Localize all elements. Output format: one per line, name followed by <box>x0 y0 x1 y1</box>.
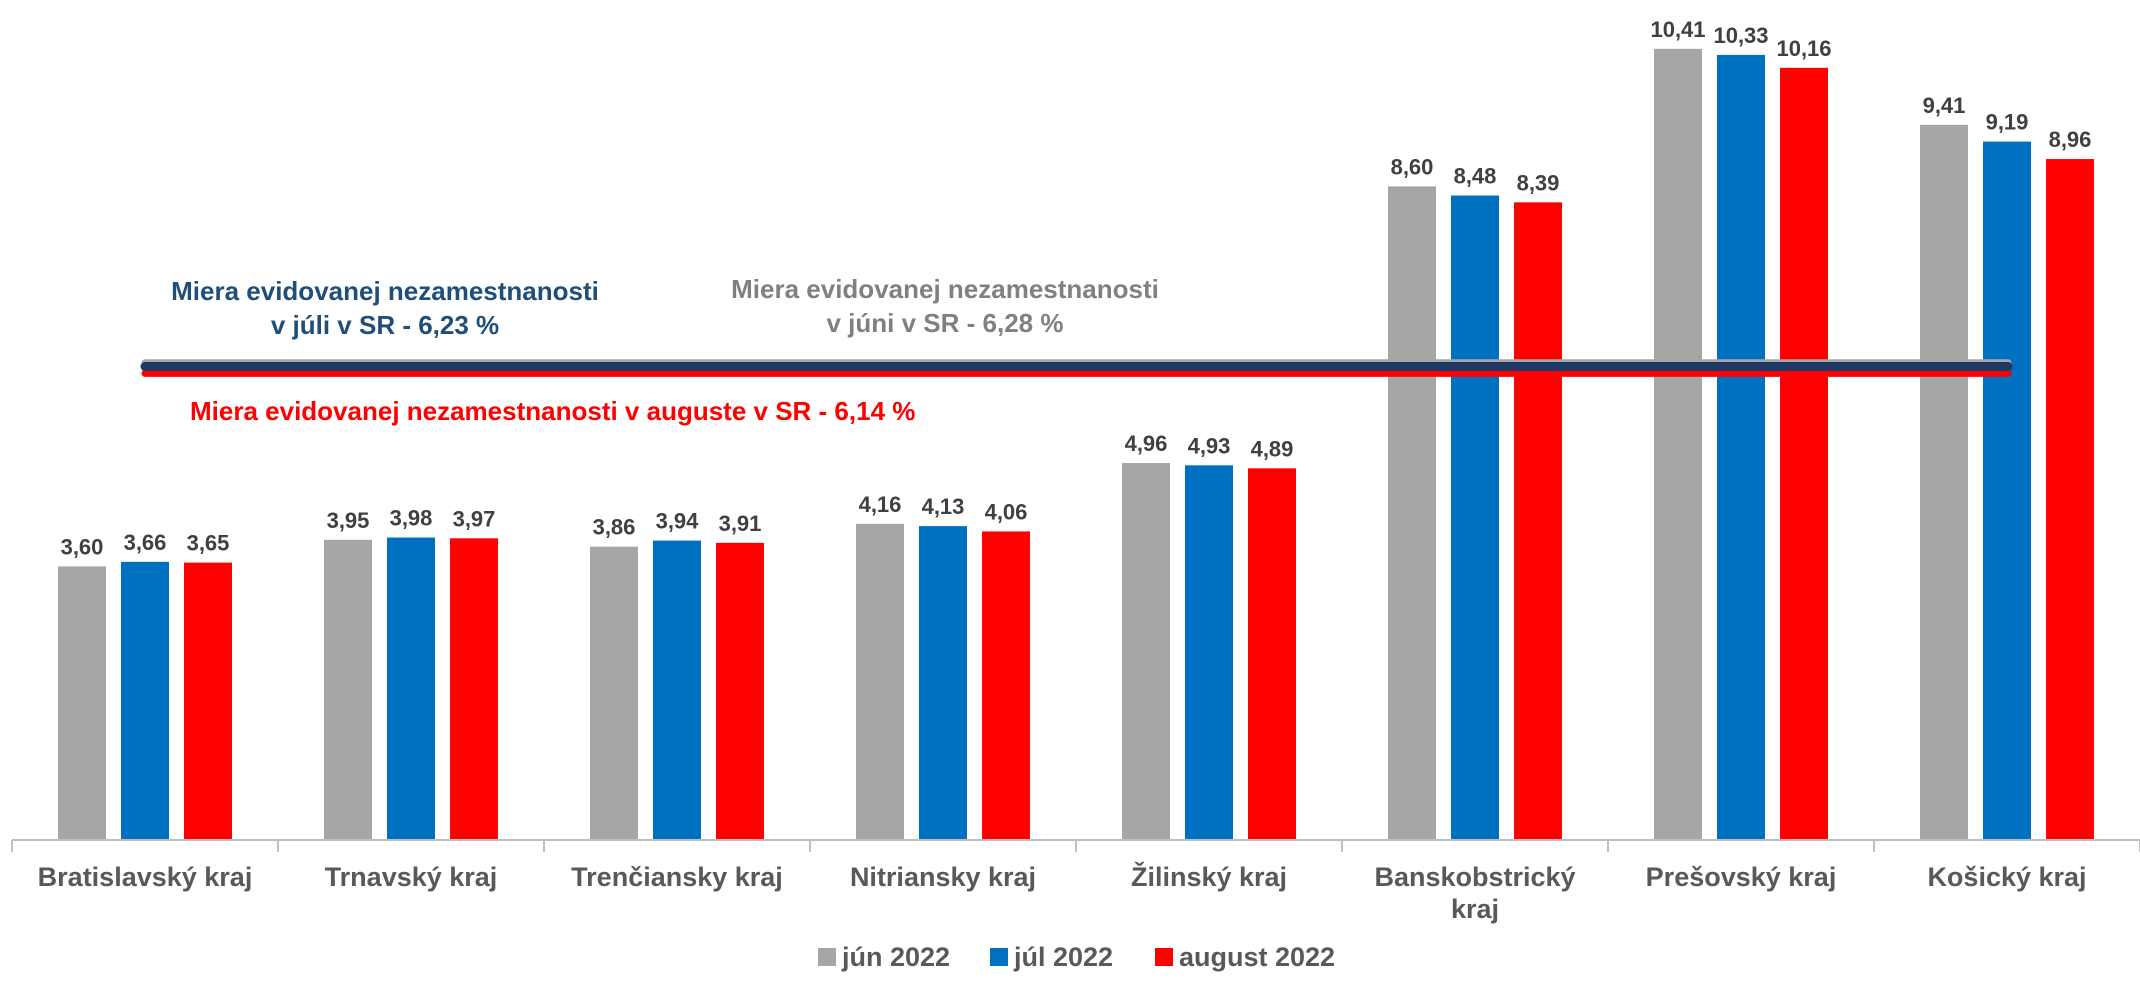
data-label: 4,16 <box>859 492 902 517</box>
data-label: 10,16 <box>1776 36 1831 61</box>
data-label: 3,97 <box>453 506 496 531</box>
data-label: 8,48 <box>1454 164 1497 189</box>
bar <box>1451 195 1499 840</box>
x-tick-label: Banskobstrický kraj <box>1374 862 1575 924</box>
data-label: 9,19 <box>1986 110 2029 135</box>
value-labels-layer: 3,60 3,66 3,65 3,95 3,98 3,97 3,86 3,94 3,91 4,16… <box>61 17 2092 560</box>
reference-annotation: Miera evidovanej nezamestnanosti v augus… <box>190 396 915 426</box>
bar <box>1920 124 1968 841</box>
legend-swatch <box>818 948 836 966</box>
bar <box>919 526 967 840</box>
bar <box>1780 67 1828 841</box>
data-label: 8,60 <box>1391 154 1434 179</box>
bar <box>387 537 435 840</box>
legend-swatch <box>990 948 1008 966</box>
data-label: 3,98 <box>390 506 433 531</box>
data-label: 8,39 <box>1517 170 1560 195</box>
reference-lines-layer <box>140 359 2013 377</box>
bar <box>1654 48 1702 840</box>
x-tick-label: Žilinský kraj <box>1131 861 1287 892</box>
data-label: 4,89 <box>1251 436 1294 461</box>
data-label: 4,06 <box>985 499 1028 524</box>
bar <box>2046 159 2094 841</box>
bar <box>58 566 106 840</box>
reference-annotation: Miera evidovanej nezamestnanosti v júli v… <box>171 276 599 340</box>
legend-label: júl 2022 <box>1013 942 1113 972</box>
x-tick-label: Nitriansky kraj <box>850 862 1036 892</box>
x-tick-label: Bratislavský kraj <box>38 862 253 892</box>
data-label: 4,96 <box>1125 431 1168 456</box>
legend: jún 2022 júl 2022 august 2022 <box>818 942 1335 972</box>
x-tick-label: Trnavský kraj <box>325 862 498 892</box>
bar <box>121 561 169 840</box>
data-label: 3,65 <box>187 531 230 556</box>
data-label: 3,91 <box>719 511 762 536</box>
data-label: 4,93 <box>1188 433 1231 458</box>
bars-layer <box>58 48 2094 841</box>
bar <box>590 546 638 840</box>
x-tick-label: Prešovský kraj <box>1646 862 1837 892</box>
bar <box>324 539 372 840</box>
data-label: 3,60 <box>61 534 104 559</box>
bar <box>856 523 904 840</box>
data-label: 3,95 <box>327 508 370 533</box>
data-label: 3,66 <box>124 530 167 555</box>
data-label: 8,96 <box>2049 127 2092 152</box>
data-label: 10,41 <box>1650 17 1705 42</box>
reference-annotations-layer: Miera evidovanej nezamestnanosti v júni v… <box>171 274 1159 426</box>
bar <box>653 540 701 840</box>
legend-swatch <box>1155 948 1173 966</box>
bar <box>1983 141 2031 840</box>
x-tick-label: Trenčiansky kraj <box>571 862 783 892</box>
data-label: 10,33 <box>1713 23 1768 48</box>
bar <box>1185 465 1233 840</box>
bar <box>982 531 1030 840</box>
bar <box>1122 463 1170 840</box>
data-label: 3,94 <box>656 509 700 534</box>
x-axis: Bratislavský kraj Trnavský kraj Trenčiansk… <box>11 839 2140 924</box>
data-label: 9,41 <box>1923 93 1966 118</box>
bar <box>1717 54 1765 841</box>
data-label: 3,86 <box>593 515 636 540</box>
legend-label: august 2022 <box>1179 942 1335 972</box>
x-tick-label: Košický kraj <box>1927 862 2086 892</box>
reference-annotation: Miera evidovanej nezamestnanosti v júni v… <box>731 274 1159 338</box>
legend-label: jún 2022 <box>841 942 950 972</box>
bar <box>716 542 764 840</box>
bar <box>450 538 498 840</box>
bar <box>1388 186 1436 840</box>
bar <box>184 562 232 840</box>
bar <box>1514 202 1562 841</box>
data-label: 4,13 <box>922 494 965 519</box>
bar <box>1248 468 1296 840</box>
